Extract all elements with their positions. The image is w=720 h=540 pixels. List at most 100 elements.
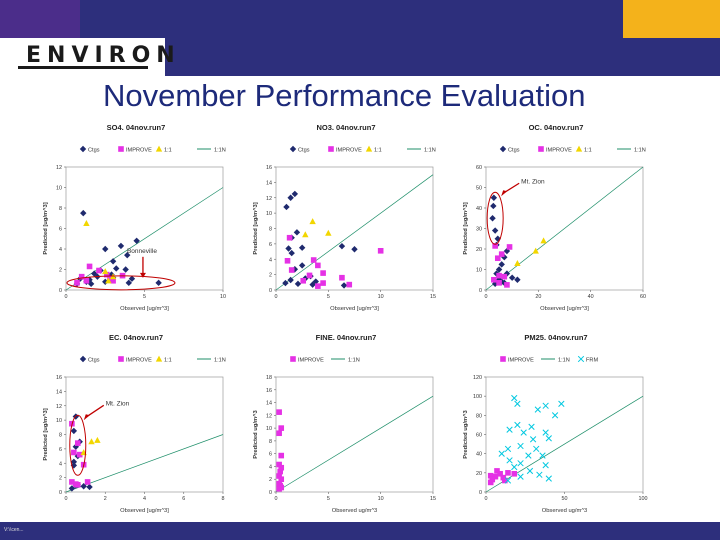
- data-point-square: [278, 476, 285, 483]
- panel-pm25: PM25. 04nov.run7 IMPROVE 1:1N FRM 0 50 100 0 20 4…: [453, 328, 659, 522]
- data-point-diamond: [291, 190, 299, 198]
- x-tick-label: 2: [104, 496, 107, 502]
- data-point-square: [276, 473, 282, 479]
- y-tick-label: 8: [59, 206, 62, 212]
- data-point-x-b: [545, 435, 552, 442]
- y-tick-label: 20: [476, 247, 482, 253]
- data-point-square: [310, 257, 317, 263]
- y-tick-label: 2: [59, 268, 62, 274]
- x-tick-label: 20: [535, 294, 541, 300]
- annotation-arrowhead: [139, 272, 146, 278]
- legend: IMPROVE 1:1N: [290, 356, 360, 364]
- chart-so4: SO4. 04nov.run7 Ctgs IMPROVE 1:1 1:1N 0 5 10 0 2 4…: [43, 123, 226, 312]
- data-point-triangle: [309, 218, 316, 225]
- panel-ec: EC. 04nov.run7 Ctgs IMPROVE 1:1 1:1N 0 2 4 6 8 0 2 4…: [33, 328, 239, 522]
- data-point-diamond: [155, 279, 162, 287]
- data-point-square: [110, 277, 116, 284]
- legend-label: IMPROVE: [298, 358, 324, 364]
- data-point-square: [278, 425, 285, 431]
- data-point-x-b: [545, 475, 552, 482]
- legend-label: 1:1: [164, 358, 172, 364]
- y-tick-label: 60: [476, 165, 482, 171]
- x-tick-label: 0: [65, 294, 68, 300]
- annotation-arrowhead: [501, 190, 508, 197]
- chart-pm25: PM25. 04nov.run7 IMPROVE 1:1N FRM 0 50 100 0 20 4…: [463, 333, 648, 514]
- y-tick-label: 0: [479, 288, 482, 294]
- data-point-x-b: [517, 473, 524, 480]
- data-point-square: [489, 476, 496, 483]
- data-point-x-b: [534, 406, 541, 413]
- data-point-x-b: [533, 445, 540, 453]
- data-point-x-b: [498, 450, 505, 457]
- y-tick-label: 12: [56, 404, 62, 410]
- y-tick-label: 0: [59, 288, 62, 294]
- y-tick-label: 12: [266, 196, 272, 202]
- data-point-square: [315, 283, 321, 289]
- data-point-square: [501, 273, 508, 280]
- y-tick-label: 16: [266, 388, 272, 394]
- data-point-diamond: [490, 202, 497, 210]
- legend-label: Ctgs: [88, 148, 100, 154]
- data-point-diamond: [80, 483, 87, 490]
- data-point-diamond: [70, 427, 78, 435]
- legend-marker: [289, 145, 297, 153]
- chart-title: FINE. 04nov.run7: [316, 333, 377, 342]
- series-1:1: [514, 237, 547, 266]
- x-axis-label: Observed [ug/m^3]: [120, 306, 169, 312]
- x-axis-label: Observed ug/m^3: [542, 508, 588, 514]
- legend: Ctgs IMPROVE 1:1 1:1N: [79, 355, 226, 364]
- legend-marker: [155, 145, 163, 152]
- legend: IMPROVE 1:1N FRM: [500, 355, 598, 364]
- annotation-label: Mt. Zion: [521, 178, 545, 185]
- legend-marker: [118, 356, 124, 362]
- data-point-x-b: [511, 463, 518, 471]
- annotation-arrowhead: [83, 414, 90, 421]
- plot-frame: [275, 166, 434, 291]
- x-tick-label: 0: [65, 496, 68, 502]
- legend-marker: [365, 145, 373, 152]
- page-title: November Performance Evaluation: [103, 78, 586, 113]
- data-point-diamond: [490, 194, 498, 201]
- y-tick-label: 14: [56, 389, 62, 395]
- y-tick-label: 40: [476, 452, 482, 458]
- data-point-square: [494, 255, 501, 262]
- data-point-square: [286, 234, 293, 241]
- x-tick-label: 15: [430, 496, 436, 502]
- panel-fine: FINE. 04nov.run7 IMPROVE 1:1N 0 5 10 15 0 2 4 6 8 10…: [243, 328, 449, 522]
- chart-ec: EC. 04nov.run7 Ctgs IMPROVE 1:1 1:1N 0 2 4 6 8 0 2 4…: [43, 333, 226, 514]
- data-point-x: [514, 421, 521, 429]
- data-point-square: [74, 280, 80, 286]
- data-point-diamond: [298, 244, 306, 251]
- data-point-diamond: [86, 276, 93, 283]
- data-point-x-b: [506, 426, 513, 433]
- chart-title: EC. 04nov.run7: [109, 333, 163, 342]
- data-point-x: [542, 462, 549, 469]
- data-point-triangle: [94, 436, 101, 443]
- data-point-diamond: [283, 203, 290, 211]
- y-axis-label: Predicted ug/m^3: [253, 409, 259, 458]
- chart-oc: OC. 04nov.run7 Ctgs IMPROVE 1:1 1:1N 0 20 40 60 0…: [463, 123, 646, 312]
- legend-label: IMPROVE: [126, 148, 152, 154]
- data-point-square: [320, 280, 326, 286]
- data-point-x: [504, 477, 512, 484]
- y-tick-label: 6: [59, 447, 62, 453]
- data-point-square: [506, 244, 513, 250]
- one-to-one-line: [275, 395, 434, 493]
- legend-label: Ctgs: [508, 148, 520, 154]
- data-point-x-b: [558, 400, 565, 407]
- data-point-x: [534, 406, 541, 413]
- data-point-diamond: [491, 227, 499, 234]
- data-point-square: [496, 272, 502, 279]
- data-point-x: [498, 450, 505, 457]
- data-point-square: [498, 251, 505, 257]
- y-tick-label: 2: [269, 273, 272, 279]
- data-point-x: [528, 423, 535, 430]
- y-tick-label: 4: [59, 461, 62, 467]
- data-point-x: [526, 467, 534, 475]
- y-axis-label: Predicted [ug/m^3]: [253, 202, 259, 254]
- data-point-square: [497, 470, 503, 477]
- data-point-x-b: [506, 457, 513, 464]
- footer-note: V:\\cen...: [4, 527, 24, 533]
- data-point-triangle: [325, 229, 332, 236]
- data-point-x: [506, 457, 513, 464]
